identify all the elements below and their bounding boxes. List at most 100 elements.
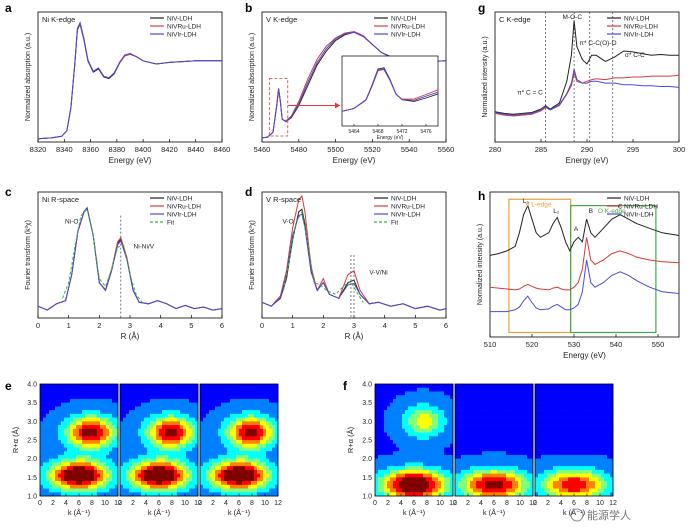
- heat-cell: [568, 432, 572, 437]
- heat-cell: [470, 425, 474, 430]
- x-axis-label: k (Å⁻¹): [68, 508, 91, 517]
- heat-cell: [215, 492, 219, 497]
- heat-cell: [378, 428, 382, 433]
- heat-cell: [64, 443, 68, 448]
- heat-cell: [40, 488, 44, 493]
- heat-cell: [236, 443, 240, 448]
- heat-cell: [441, 428, 445, 433]
- heat-cell: [524, 417, 528, 422]
- heat-cell: [106, 466, 110, 471]
- heat-cell: [269, 421, 273, 426]
- heat-cell: [67, 402, 71, 407]
- heat-cell: [126, 466, 130, 471]
- x-tick-label: 6: [157, 500, 161, 507]
- heat-cell: [218, 443, 222, 448]
- heat-cell: [183, 413, 187, 418]
- heat-cell: [592, 387, 596, 392]
- heat-cell: [506, 417, 510, 422]
- heat-cell: [209, 492, 213, 497]
- heat-cell: [221, 462, 225, 467]
- heat-cell: [384, 451, 388, 456]
- heat-cell: [109, 466, 113, 471]
- heat-cell: [592, 398, 596, 403]
- heat-cell: [52, 440, 56, 445]
- heat-cell: [586, 402, 590, 407]
- heat-cell: [476, 432, 480, 437]
- heat-cell: [500, 454, 504, 459]
- heat-cell: [432, 384, 436, 389]
- heat-cell: [491, 492, 495, 497]
- heat-cell: [180, 432, 184, 437]
- heat-cell: [67, 462, 71, 467]
- heat-cell: [506, 421, 510, 426]
- heat-cell: [168, 413, 172, 418]
- heat-cell: [109, 436, 113, 441]
- heat-cell: [218, 402, 222, 407]
- heat-cell: [592, 451, 596, 456]
- heat-cell: [464, 410, 468, 415]
- heat-cell: [171, 492, 175, 497]
- heat-cell: [574, 402, 578, 407]
- heat-cell: [269, 447, 273, 452]
- heat-cell: [524, 466, 528, 471]
- heat-cell: [535, 391, 539, 396]
- heat-cell: [399, 454, 403, 459]
- heat-cell: [272, 406, 276, 411]
- heat-cell: [577, 410, 581, 415]
- heat-cell: [94, 402, 98, 407]
- heat-cell: [423, 432, 427, 437]
- heat-cell: [100, 462, 104, 467]
- heat-cell: [153, 436, 157, 441]
- heat-cell: [254, 484, 258, 489]
- heat-cell: [245, 492, 249, 497]
- heat-cell: [544, 432, 548, 437]
- heat-cell: [153, 473, 157, 478]
- heat-cell: [503, 447, 507, 452]
- heat-cell: [275, 462, 279, 467]
- heat-cell: [123, 384, 127, 389]
- heat-cell: [518, 387, 522, 392]
- heat-cell: [399, 462, 403, 467]
- heat-cell: [70, 443, 74, 448]
- heat-cell: [390, 387, 394, 392]
- heat-cell: [476, 469, 480, 474]
- heat-cell: [547, 469, 551, 474]
- heat-cell: [518, 406, 522, 411]
- heat-cell: [568, 413, 572, 418]
- heat-cell: [515, 387, 519, 392]
- heat-cell: [156, 492, 160, 497]
- heat-cell: [538, 384, 542, 389]
- heat-cell: [420, 492, 424, 497]
- heat-cell: [494, 384, 498, 389]
- heat-cell: [535, 484, 539, 489]
- heat-cell: [550, 387, 554, 392]
- heat-cell: [192, 484, 196, 489]
- heat-cell: [503, 481, 507, 486]
- heat-cell: [396, 481, 400, 486]
- heat-cell: [61, 391, 65, 396]
- heat-cell: [266, 425, 270, 430]
- heat-cell: [120, 492, 124, 497]
- heat-cell: [58, 421, 62, 426]
- heat-cell: [269, 406, 273, 411]
- heat-cell: [565, 398, 569, 403]
- heat-cell: [70, 432, 74, 437]
- heat-cell: [183, 387, 187, 392]
- heat-cell: [180, 447, 184, 452]
- heat-cell: [473, 395, 477, 400]
- heat-cell: [251, 387, 255, 392]
- heat-cell: [200, 473, 204, 478]
- heat-cell: [266, 421, 270, 426]
- heat-cell: [52, 402, 56, 407]
- heat-cell: [275, 458, 279, 463]
- heat-cell: [393, 395, 397, 400]
- heat-cell: [441, 473, 445, 478]
- heat-cell: [414, 488, 418, 493]
- heat-cell: [399, 391, 403, 396]
- heat-cell: [571, 413, 575, 418]
- heat-cell: [144, 410, 148, 415]
- heat-cell: [565, 387, 569, 392]
- heat-cell: [123, 421, 127, 426]
- panel-label: h: [478, 189, 485, 203]
- heat-cell: [138, 398, 142, 403]
